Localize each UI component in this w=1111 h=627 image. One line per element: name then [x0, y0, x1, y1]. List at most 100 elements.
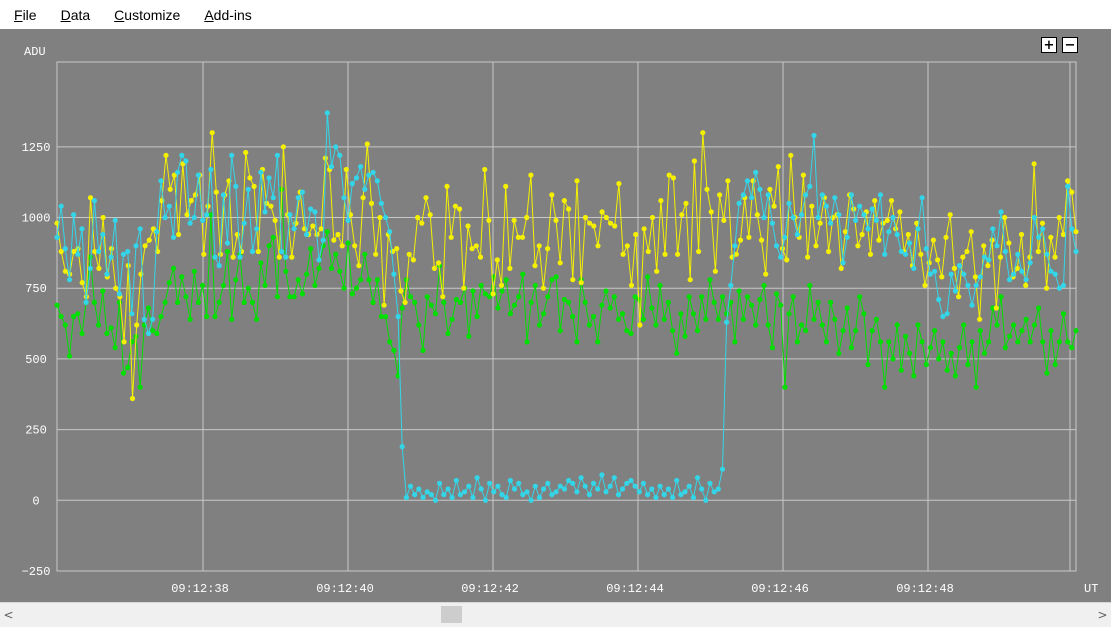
data-point [657, 483, 663, 489]
data-point [201, 251, 207, 257]
chart[interactable]: −250 0 250 500 750 1000 1250 09:12:38 09:12:40 09… [0, 29, 1111, 602]
data-point [205, 203, 211, 209]
data-point [287, 294, 293, 300]
menu-data[interactable]: Data [59, 5, 93, 25]
data-point [503, 494, 509, 501]
data-point [304, 271, 310, 277]
data-point [886, 229, 892, 235]
data-point [902, 333, 909, 339]
data-point [940, 313, 946, 320]
data-point [536, 494, 543, 501]
data-point [784, 257, 790, 263]
data-point [561, 198, 568, 204]
data-point [247, 175, 253, 181]
data-point [1019, 328, 1025, 334]
data-point [823, 339, 830, 345]
data-point [62, 322, 68, 328]
data-point [794, 339, 800, 345]
data-point [448, 234, 454, 240]
data-point [1052, 254, 1058, 260]
data-point [703, 497, 709, 503]
data-point [204, 313, 210, 320]
data-point [872, 198, 878, 204]
zoom-in-button[interactable]: + [1041, 37, 1057, 53]
data-point [665, 486, 672, 492]
data-point [715, 316, 721, 322]
data-point [719, 294, 726, 300]
data-point [373, 251, 379, 257]
scroll-thumb[interactable] [441, 606, 462, 623]
chevron-left-icon[interactable]: < [3, 608, 14, 622]
data-point [782, 384, 788, 390]
data-point [125, 248, 131, 255]
data-point [737, 237, 744, 243]
horizontal-scrollbar[interactable]: < > [0, 602, 1111, 627]
y-tick-label: 250 [25, 424, 47, 438]
menu-addins[interactable]: Add-ins [202, 5, 253, 25]
menu-customize[interactable]: Customize [112, 5, 182, 25]
data-point [803, 328, 809, 334]
data-point [545, 480, 551, 486]
data-point [951, 265, 958, 271]
data-point [486, 217, 492, 223]
data-point [997, 254, 1004, 260]
chevron-right-icon[interactable]: > [1097, 608, 1108, 622]
data-point [353, 285, 360, 291]
data-point [412, 492, 418, 498]
data-point [195, 299, 201, 305]
data-point [932, 328, 938, 334]
data-point [932, 268, 938, 274]
data-point [272, 217, 278, 223]
data-point [703, 316, 709, 322]
data-point [1073, 328, 1079, 334]
data-point [341, 195, 347, 201]
data-point [670, 175, 677, 181]
data-point [179, 274, 185, 280]
data-point [96, 322, 102, 328]
data-point [826, 248, 832, 255]
data-point [360, 195, 366, 201]
data-point [251, 183, 257, 189]
data-point [487, 480, 493, 486]
data-point [295, 277, 301, 283]
data-point [549, 492, 555, 498]
zoom-out-button[interactable]: − [1062, 37, 1078, 53]
data-point [291, 226, 297, 232]
data-point [836, 212, 842, 218]
series-green [54, 186, 1079, 390]
data-point [1031, 214, 1037, 221]
data-point [717, 192, 723, 198]
data-point [364, 141, 370, 147]
data-point [894, 231, 900, 238]
data-point [274, 152, 280, 158]
data-point [952, 288, 959, 294]
data-point [167, 186, 173, 192]
data-point [591, 223, 597, 229]
data-point [817, 220, 823, 226]
data-point [873, 316, 880, 322]
data-point [595, 486, 601, 492]
data-point [769, 345, 776, 351]
data-point [1044, 285, 1050, 291]
data-point [237, 254, 243, 260]
data-point [1027, 260, 1033, 266]
data-point [873, 217, 880, 223]
data-point [310, 223, 316, 229]
data-point [855, 243, 861, 249]
data-point [557, 483, 563, 489]
data-point [616, 181, 622, 187]
data-point [191, 214, 197, 221]
data-point [208, 166, 214, 173]
menu-customize-rest: ustomize [124, 6, 181, 23]
plot-area[interactable]: −250 0 250 500 750 1000 1250 09:12:38 09:12:40 09… [0, 29, 1111, 602]
data-point [150, 316, 156, 322]
menu-file[interactable]: File [12, 5, 39, 25]
data-point [482, 497, 488, 503]
data-point [744, 294, 751, 300]
series-line [56, 132, 1077, 399]
data-point [540, 285, 547, 291]
data-point [749, 195, 755, 201]
data-point [324, 110, 330, 116]
data-point [233, 183, 239, 189]
data-point [842, 229, 849, 235]
